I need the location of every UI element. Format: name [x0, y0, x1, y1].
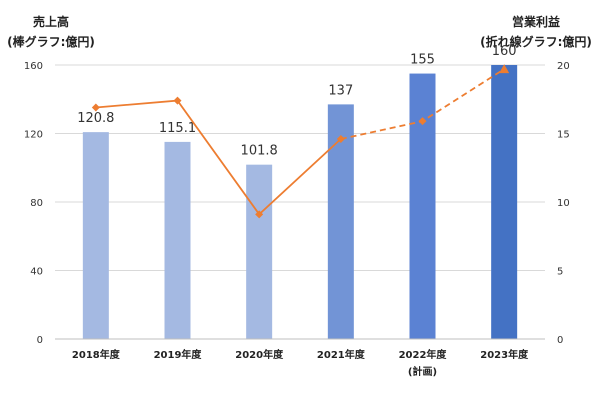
profit-line-solid: [95, 99, 342, 216]
bar-value-label: 160: [492, 44, 517, 59]
right-tick-label: 5: [557, 267, 563, 278]
category-label: 2021年度: [317, 348, 366, 361]
right-axis-title: 営業利益 (折れ線グラフ:億円): [474, 14, 598, 50]
right-tick-label: 0: [557, 335, 563, 346]
profit-point: [499, 64, 510, 74]
bar-value-label: 120.8: [77, 111, 114, 126]
category-label: 2019年度: [154, 348, 203, 361]
category-label: 2022年度: [399, 348, 448, 361]
bar: [82, 132, 109, 339]
bar-value-label: 155: [410, 53, 435, 68]
bar: [327, 104, 354, 339]
category-label: 2018年度: [72, 348, 121, 361]
category-label: 2020年度: [235, 348, 284, 361]
bar: [246, 164, 273, 339]
left-tick-label: 0: [37, 335, 43, 346]
right-tick-label: 10: [557, 198, 570, 209]
bar-value-label: 137: [328, 83, 353, 98]
profit-point: [418, 117, 427, 126]
right-tick-label: 20: [557, 61, 570, 72]
right-axis-title-sub: (折れ線グラフ:億円): [480, 35, 592, 49]
right-tick-label: 15: [557, 130, 570, 141]
bar: [409, 73, 436, 339]
profit-point: [255, 210, 264, 219]
profit-point: [91, 103, 100, 112]
left-tick-label: 40: [30, 267, 43, 278]
left-tick-label: 160: [24, 61, 43, 72]
right-axis-title-main: 営業利益: [511, 15, 560, 29]
category-label: 2023年度: [480, 348, 529, 361]
left-axis-title-main: 売上高: [32, 15, 69, 29]
category-sublabel: (計画): [408, 365, 437, 378]
profit-point: [336, 134, 345, 143]
bar-value-label: 101.8: [241, 144, 278, 159]
bar-value-label: 115.1: [159, 121, 196, 136]
bar: [491, 65, 518, 339]
left-tick-label: 120: [24, 130, 43, 141]
left-axis-title-sub: (棒グラフ:億円): [7, 35, 95, 49]
bar: [164, 141, 191, 339]
left-axis-title: 売上高 (棒グラフ:億円): [6, 14, 96, 50]
profit-point: [173, 96, 182, 105]
left-tick-label: 80: [30, 198, 43, 209]
